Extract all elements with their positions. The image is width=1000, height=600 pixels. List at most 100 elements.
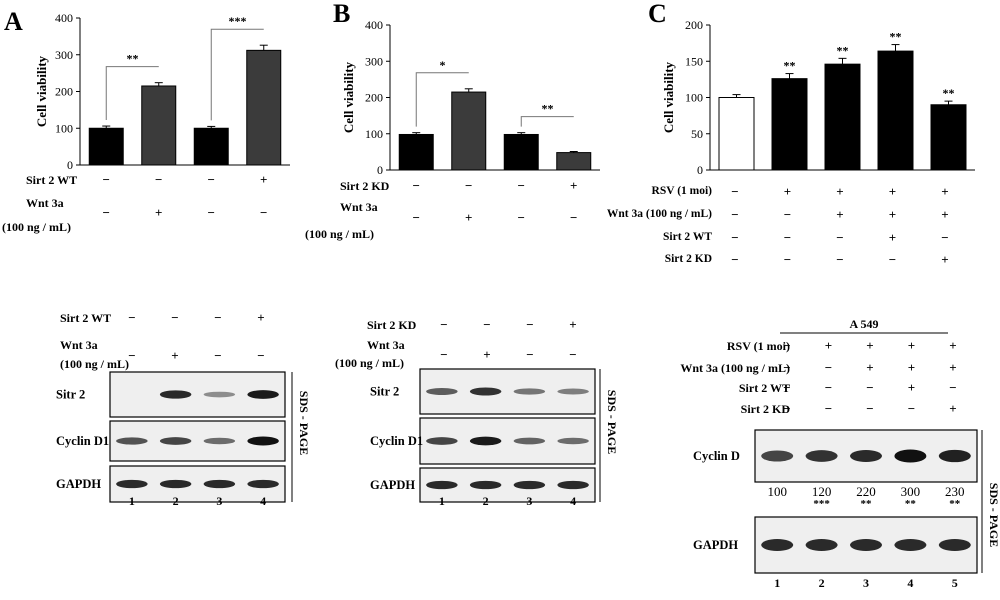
condition-mark: −	[784, 207, 791, 222]
condition-label: Wnt 3a (100 ng / mL)	[680, 361, 790, 375]
condition-mark: +	[908, 338, 915, 353]
bar	[877, 50, 914, 171]
y-tick-label: 400	[365, 18, 383, 32]
condition-mark: −	[518, 210, 525, 225]
condition-mark: +	[949, 360, 956, 375]
condition-mark: −	[784, 252, 791, 267]
significance-bracket	[520, 116, 574, 127]
y-tick-label: 300	[55, 48, 73, 62]
condition-mark: −	[413, 178, 420, 193]
significance-mark: **	[127, 52, 139, 66]
panel-letter-b: B	[333, 0, 350, 28]
band-quant-sig: **	[861, 498, 873, 510]
condition-mark: +	[941, 252, 948, 267]
blot-band	[761, 450, 794, 462]
condition-mark: −	[866, 380, 873, 395]
blot-band	[938, 449, 971, 463]
blot-band	[426, 437, 458, 445]
band-quant-sig: ***	[813, 498, 830, 510]
condition-mark: −	[526, 347, 533, 362]
bar	[556, 152, 592, 171]
condition-mark: +	[155, 205, 162, 220]
band-quant-value: 230	[945, 484, 965, 499]
blot-band	[426, 480, 458, 490]
lane-number: 3	[526, 494, 532, 508]
condition-mark: −	[526, 317, 533, 332]
significance-mark: ***	[229, 14, 247, 28]
condition-mark: −	[257, 348, 264, 363]
condition-mark: −	[836, 230, 843, 245]
condition-mark: −	[949, 380, 956, 395]
condition-mark: +	[784, 184, 791, 199]
condition-mark: +	[570, 178, 577, 193]
band-quant-sig: **	[949, 498, 961, 510]
significance-mark: **	[837, 43, 849, 57]
condition-mark: −	[783, 401, 790, 416]
condition-mark: +	[949, 401, 956, 416]
significance-mark: **	[784, 59, 796, 73]
blot-band	[894, 538, 927, 552]
condition-label: Sirt 2 KD	[340, 179, 390, 193]
y-tick-label: 100	[55, 121, 73, 135]
sds-page-label: SDS - PAGE	[987, 483, 1000, 547]
condition-label: Sirt 2 WT	[60, 311, 111, 325]
sds-page-label: SDS - PAGE	[605, 390, 619, 454]
y-tick-label: 100	[685, 91, 703, 105]
blot-band-label: GAPDH	[370, 478, 415, 492]
blot-band	[203, 437, 236, 445]
condition-label: Wnt 3a	[340, 200, 378, 214]
blot-band	[513, 388, 546, 395]
condition-mark: +	[889, 207, 896, 222]
condition-mark: −	[260, 205, 267, 220]
blot-band	[469, 480, 502, 490]
condition-mark: −	[214, 310, 221, 325]
blot-band	[159, 479, 192, 489]
condition-mark: +	[866, 360, 873, 375]
condition-mark: −	[518, 178, 525, 193]
condition-mark: +	[889, 230, 896, 245]
condition-mark: −	[731, 184, 738, 199]
condition-mark: +	[836, 207, 843, 222]
condition-mark: −	[731, 230, 738, 245]
y-tick-label: 50	[691, 127, 703, 141]
blot-band-label: Sitr 2	[56, 388, 85, 402]
condition-mark: −	[941, 230, 948, 245]
blot-band	[469, 436, 502, 446]
blot-band	[513, 480, 546, 490]
y-axis-label: Cell viability	[661, 61, 676, 133]
condition-label: Sirt 2 WT	[663, 231, 712, 243]
y-tick-label: 0	[67, 158, 73, 172]
bar	[503, 133, 539, 171]
blot-band	[203, 391, 236, 398]
condition-mark: −	[483, 317, 490, 332]
blot-band	[426, 388, 458, 395]
bar	[451, 91, 487, 171]
blot-band	[761, 538, 794, 552]
blot-band	[116, 479, 148, 489]
y-tick-label: 150	[685, 54, 703, 68]
y-tick-label: 200	[365, 91, 383, 105]
condition-mark: −	[569, 347, 576, 362]
condition-mark: −	[155, 172, 162, 187]
condition-mark: −	[889, 252, 896, 267]
condition-mark: −	[440, 317, 447, 332]
blot-band-label: Cyclin D	[693, 449, 740, 463]
blot-band	[557, 388, 589, 395]
bar	[930, 104, 967, 171]
y-tick-label: 300	[365, 54, 383, 68]
condition-mark: −	[128, 348, 135, 363]
significance-mark: **	[943, 86, 955, 100]
condition-label-unit: (100 ng / mL)	[60, 357, 129, 371]
condition-mark: +	[908, 360, 915, 375]
panel-letter-c: C	[648, 0, 667, 28]
condition-mark: −	[783, 338, 790, 353]
condition-label: Wnt 3a	[26, 196, 64, 210]
condition-label: RSV (1 moi)	[727, 339, 790, 353]
lane-number: 4	[570, 494, 576, 508]
significance-bracket	[415, 72, 469, 127]
blot-band	[247, 390, 279, 399]
condition-label: Sirt 2 KD	[665, 253, 712, 265]
